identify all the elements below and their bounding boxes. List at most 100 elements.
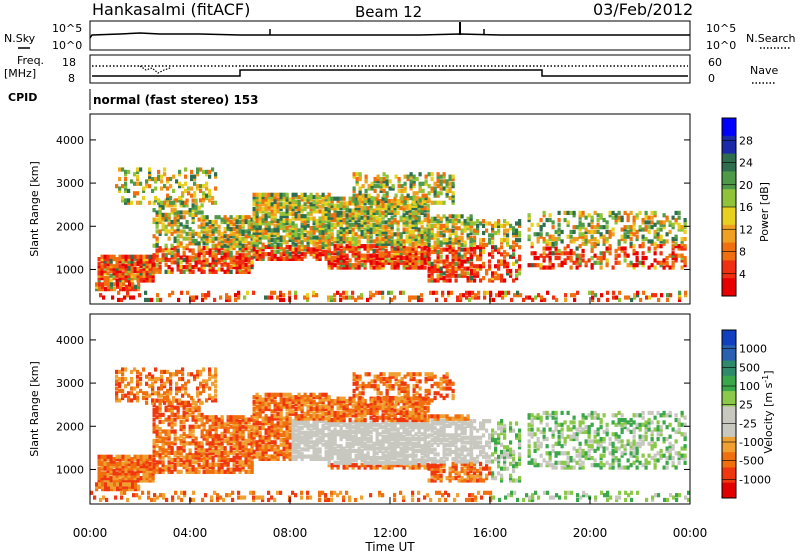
heatmap-cell [420, 198, 424, 204]
heatmap-cell [252, 230, 256, 235]
heatmap-cell [217, 241, 221, 246]
heatmap-cell [439, 216, 443, 221]
heatmap-cell [217, 443, 221, 448]
heatmap-cell [185, 457, 189, 463]
heatmap-cell [300, 409, 304, 414]
heatmap-cell [276, 421, 280, 426]
heatmap-cell [273, 414, 277, 419]
heatmap-cell [473, 230, 477, 236]
heatmap-cell [375, 220, 379, 225]
heatmap-cell [488, 240, 492, 245]
heatmap-cell [645, 295, 649, 300]
heatmap-cell [121, 264, 125, 269]
heatmap-cell [276, 454, 280, 459]
heatmap-cell [155, 460, 159, 465]
heatmap-cell [324, 249, 328, 254]
heatmap-cell [614, 253, 618, 258]
heatmap-cell [482, 230, 486, 236]
heatmap-cell [430, 268, 434, 274]
heatmap-cell [336, 215, 340, 220]
heatmap-cell [133, 457, 137, 462]
heatmap-cell [282, 211, 286, 216]
heatmap-cell [273, 423, 277, 428]
heatmap-cell [170, 429, 174, 434]
heatmap-cell [470, 257, 474, 262]
heatmap-cell [306, 297, 310, 303]
heatmap-cell [255, 416, 259, 421]
heatmap-cell [554, 236, 558, 242]
heatmap-cell [426, 215, 430, 220]
heatmap-cell [423, 241, 427, 246]
heatmap-cell [420, 201, 424, 206]
heatmap-cell [393, 248, 397, 254]
heatmap-cell [291, 399, 295, 405]
heatmap-cell [100, 264, 104, 269]
heatmap-cell [451, 219, 455, 224]
heatmap-cell [178, 172, 182, 177]
heatmap-cell [226, 417, 230, 422]
heatmap-cell [436, 221, 440, 226]
heatmap-cell [273, 430, 277, 435]
heatmap-cell [309, 202, 313, 207]
heatmap-cell [217, 436, 221, 441]
heatmap-cell [632, 227, 636, 232]
heatmap-cell [164, 257, 168, 263]
heatmap-cell [270, 395, 274, 400]
heatmap-cell [214, 255, 218, 260]
heatmap-cell [366, 225, 370, 230]
heatmap-cell [288, 252, 292, 257]
heatmap-cell [188, 231, 192, 236]
heatmap-cell [285, 416, 289, 421]
heatmap-cell [584, 229, 588, 235]
nave-tick-top: 60 [708, 56, 722, 69]
heatmap-cell [155, 267, 159, 272]
heatmap-cell [482, 249, 486, 255]
heatmap-cell [226, 222, 230, 227]
heatmap-cell [238, 427, 242, 432]
heatmap-cell [545, 232, 549, 237]
heatmap-cell [158, 436, 162, 441]
heatmap-cell [378, 210, 382, 216]
heatmap-cell [294, 199, 298, 205]
heatmap-cell [445, 188, 449, 194]
heatmap-cell [255, 195, 259, 200]
heatmap-cell [463, 252, 467, 257]
heatmap-cell [445, 191, 449, 196]
heatmap-cell [476, 257, 480, 262]
heatmap-cell [360, 234, 364, 239]
heatmap-cell [636, 290, 640, 295]
heatmap-cell [309, 406, 313, 412]
heatmap-cell [270, 242, 274, 247]
heatmap-cell [321, 430, 325, 435]
heatmap-cell [321, 218, 325, 224]
heatmap-cell [112, 459, 116, 464]
heatmap-cell [127, 476, 131, 481]
heatmap-cell [261, 421, 265, 426]
heatmap-cell [97, 473, 101, 478]
heatmap-cell [648, 295, 652, 300]
heatmap-cell [166, 186, 170, 191]
heatmap-cell [300, 425, 304, 431]
heatmap-cell [158, 415, 162, 420]
heatmap-cell [244, 427, 248, 432]
heatmap-cell [182, 436, 186, 441]
heatmap-cell [303, 195, 307, 200]
heatmap-cell [181, 200, 185, 205]
heatmap-cell [226, 262, 230, 267]
heatmap-cell [357, 241, 361, 246]
heatmap-cell [405, 263, 409, 268]
heatmap-cell [512, 261, 516, 266]
heatmap-cell [273, 195, 277, 200]
heatmap-cell [312, 204, 316, 209]
heatmap-cell [460, 247, 464, 252]
heatmap-cell [342, 201, 346, 206]
heatmap-cell [647, 239, 651, 244]
heatmap-cell [267, 214, 271, 219]
heatmap-cell [188, 448, 192, 453]
heatmap-cell [417, 232, 421, 237]
heatmap-cell [282, 421, 286, 426]
heatmap-cell [250, 448, 254, 453]
heatmap-cell [148, 271, 152, 276]
heatmap-cell [611, 215, 615, 220]
heatmap-cell [479, 240, 483, 245]
